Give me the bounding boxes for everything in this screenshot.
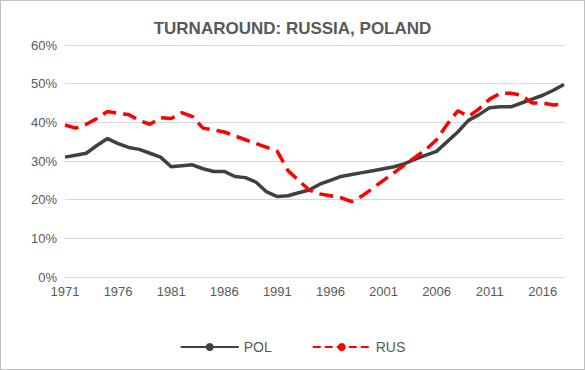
svg-text:1986: 1986 bbox=[210, 284, 239, 299]
svg-text:2001: 2001 bbox=[369, 284, 398, 299]
svg-text:1991: 1991 bbox=[263, 284, 292, 299]
svg-text:1976: 1976 bbox=[104, 284, 133, 299]
svg-text:0%: 0% bbox=[38, 270, 57, 285]
svg-text:1981: 1981 bbox=[157, 284, 186, 299]
svg-text:2011: 2011 bbox=[476, 284, 504, 299]
svg-text:POL: POL bbox=[244, 339, 272, 355]
svg-text:40%: 40% bbox=[31, 115, 57, 130]
svg-text:2016: 2016 bbox=[528, 284, 557, 299]
svg-text:TURNAROUND: RUSSIA, POLAND: TURNAROUND: RUSSIA, POLAND bbox=[154, 19, 432, 38]
svg-text:2006: 2006 bbox=[422, 284, 451, 299]
svg-text:RUS: RUS bbox=[376, 339, 406, 355]
svg-text:1971: 1971 bbox=[51, 284, 80, 299]
svg-text:10%: 10% bbox=[31, 231, 57, 246]
svg-text:1996: 1996 bbox=[316, 284, 345, 299]
svg-text:30%: 30% bbox=[31, 154, 57, 169]
svg-text:60%: 60% bbox=[31, 38, 57, 53]
svg-text:20%: 20% bbox=[31, 192, 57, 207]
svg-text:50%: 50% bbox=[31, 76, 57, 91]
